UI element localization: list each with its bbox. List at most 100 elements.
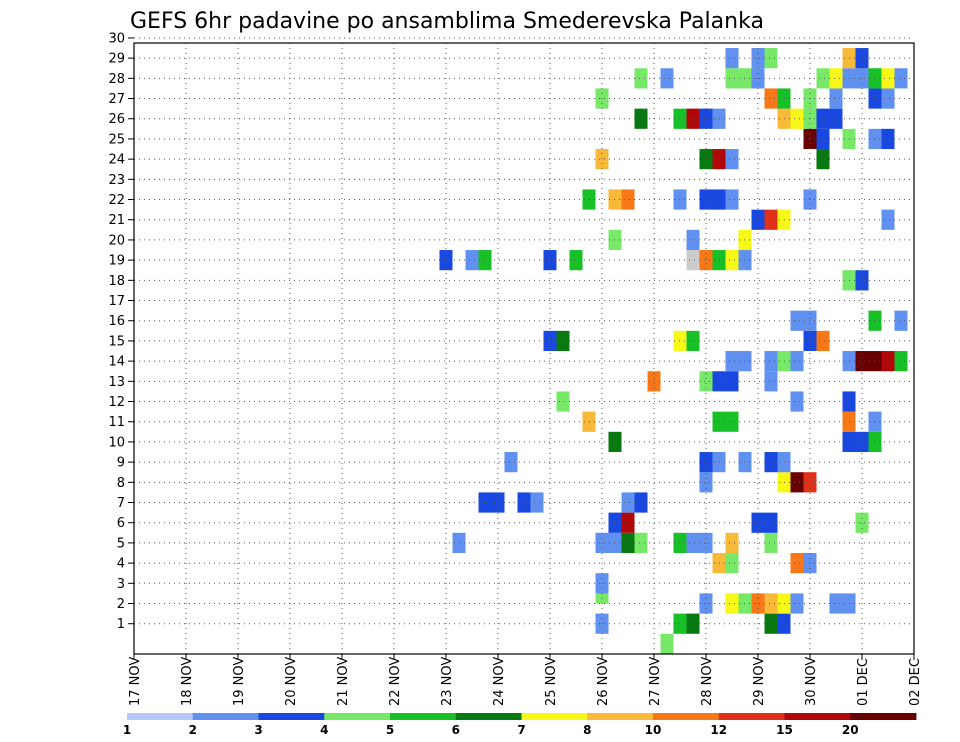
x-tick-label: 02 DEC xyxy=(908,658,923,706)
legend-swatch xyxy=(587,713,654,720)
heatmap-cell xyxy=(595,532,609,554)
heatmap-cell xyxy=(699,472,713,493)
legend-swatch xyxy=(390,713,457,720)
heatmap-cell xyxy=(660,633,674,654)
heatmap-cell xyxy=(764,512,778,533)
heatmap-cell xyxy=(621,492,635,513)
heatmap-cell xyxy=(881,68,895,89)
legend: 1 2 3 4 5 6 7 8 10 12 15 20 xyxy=(123,713,917,737)
legend-label: 6 xyxy=(452,723,460,737)
legend-swatch xyxy=(324,713,391,720)
heatmap-cell xyxy=(725,553,739,574)
heatmap-cell xyxy=(764,593,778,614)
heatmap-cell xyxy=(816,108,830,129)
heatmap-cell xyxy=(751,209,765,230)
heatmap-cell xyxy=(699,452,713,473)
heatmap-cell xyxy=(634,532,648,554)
heatmap-cell xyxy=(699,532,713,554)
x-tick-label: 26 NOV xyxy=(596,657,611,706)
legend-swatch xyxy=(784,713,851,720)
heatmap-cell xyxy=(634,492,648,513)
heatmap-cell xyxy=(686,613,700,634)
heatmap-cell xyxy=(725,48,739,69)
x-tick-label: 17 NOV xyxy=(128,657,143,706)
heatmap-cell xyxy=(855,351,869,372)
heatmap-cell xyxy=(621,512,635,533)
heatmap-cell xyxy=(634,68,648,89)
heatmap-cell xyxy=(725,593,739,614)
y-tick-label: 12 xyxy=(108,395,125,410)
heatmap-cell xyxy=(465,250,479,271)
x-tick-label: 19 NOV xyxy=(232,657,247,706)
heatmap-cell xyxy=(764,371,778,392)
x-tick-label: 30 NOV xyxy=(804,657,819,706)
y-axis: 1234567891011121314151617181920212223242… xyxy=(108,31,134,632)
y-tick-label: 1 xyxy=(117,617,125,632)
heatmap-cell xyxy=(725,371,739,392)
y-tick-label: 20 xyxy=(108,233,125,248)
heatmap-cell xyxy=(829,88,843,109)
heatmap-cell xyxy=(790,593,804,614)
heatmap-cell xyxy=(894,351,908,372)
heatmap-cell xyxy=(439,250,453,271)
x-tick-label: 20 NOV xyxy=(284,657,299,706)
y-tick-label: 13 xyxy=(108,375,125,390)
heatmap-cell xyxy=(816,149,830,170)
heatmap-cell xyxy=(699,189,713,210)
legend-swatch xyxy=(258,713,325,720)
heatmap-cell xyxy=(829,108,843,129)
plot-frame xyxy=(133,42,915,655)
y-tick-label: 15 xyxy=(108,334,125,349)
x-tick-label: 22 NOV xyxy=(388,657,403,706)
heatmap-cell xyxy=(790,351,804,372)
y-tick-label: 19 xyxy=(108,254,125,269)
y-tick-label: 16 xyxy=(108,314,125,329)
heatmap-cell xyxy=(881,209,895,230)
y-tick-label: 17 xyxy=(108,294,125,309)
x-tick-label: 27 NOV xyxy=(648,657,663,706)
legend-label: 12 xyxy=(710,723,727,737)
heatmap-cell xyxy=(894,68,908,89)
x-tick-label: 29 NOV xyxy=(752,657,767,706)
y-tick-label: 9 xyxy=(117,456,125,471)
heatmap-cell xyxy=(881,128,895,150)
heatmap-cell xyxy=(881,351,895,372)
heatmap-cell xyxy=(894,310,908,331)
legend-label: 20 xyxy=(842,723,859,737)
heatmap-cell xyxy=(725,149,739,170)
y-tick-label: 6 xyxy=(117,516,125,531)
legend-swatch xyxy=(718,713,785,720)
x-tick-label: 25 NOV xyxy=(544,657,559,706)
heatmap-cell xyxy=(725,532,739,554)
legend-label: 7 xyxy=(517,723,525,737)
legend-label: 10 xyxy=(645,723,662,737)
heatmap-cell xyxy=(790,391,804,412)
heatmap-cell xyxy=(725,250,739,271)
heatmap-cell xyxy=(790,472,804,493)
chart-title: GEFS 6hr padavine po ansamblima Smederev… xyxy=(130,9,764,34)
heatmap-cell xyxy=(699,250,713,271)
y-tick-label: 28 xyxy=(108,72,125,87)
heatmap-cell xyxy=(816,128,830,150)
legend-label: 1 xyxy=(123,723,131,737)
y-tick-label: 21 xyxy=(108,213,125,228)
y-tick-label: 7 xyxy=(117,496,125,511)
y-tick-label: 4 xyxy=(117,557,125,572)
heatmap-cell xyxy=(829,593,843,614)
legend-label: 8 xyxy=(583,723,591,737)
y-tick-label: 11 xyxy=(108,415,125,430)
y-tick-label: 2 xyxy=(117,597,125,612)
legend-label: 15 xyxy=(776,723,793,737)
heatmap-cell xyxy=(699,149,713,170)
x-axis: 17 NOV 18 NOV 19 NOV 20 NOV 21 NOV 22 NOV 23 N… xyxy=(128,654,923,706)
legend-swatch xyxy=(192,713,259,720)
legend-label: 5 xyxy=(386,723,394,737)
heatmap-cell xyxy=(686,250,700,271)
heatmap-cell xyxy=(621,189,635,210)
heatmap-cell xyxy=(660,68,674,89)
heatmap-cell xyxy=(855,270,869,291)
y-tick-label: 27 xyxy=(108,92,125,107)
y-tick-label: 22 xyxy=(108,193,125,208)
heatmap-cell xyxy=(699,371,713,392)
legend-label: 2 xyxy=(189,723,197,737)
